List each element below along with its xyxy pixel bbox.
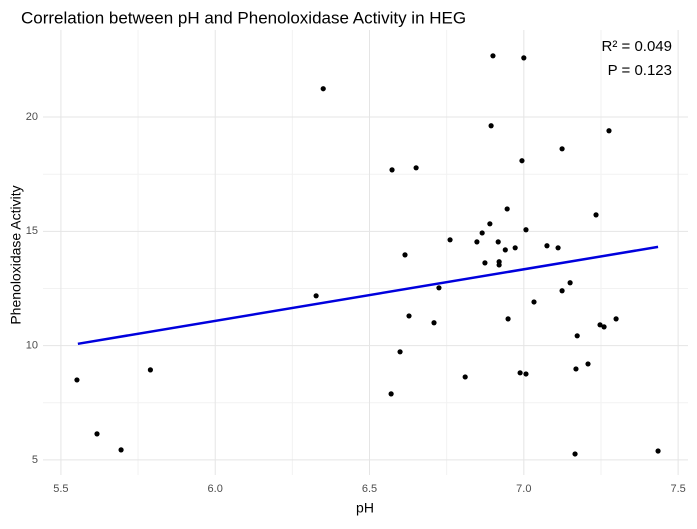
point <box>488 123 494 129</box>
point <box>389 167 395 173</box>
point <box>521 55 527 61</box>
point <box>523 227 529 233</box>
point <box>402 252 408 258</box>
point <box>601 324 607 330</box>
point <box>559 288 565 294</box>
point <box>496 262 502 268</box>
point <box>519 158 525 164</box>
point <box>585 361 591 367</box>
point <box>397 349 403 355</box>
point <box>118 447 124 453</box>
chart-title: Correlation between pH and Phenoloxidase… <box>21 8 466 27</box>
y-axis-label: Phenoloxidase Activity <box>8 185 24 324</box>
point <box>406 313 412 319</box>
point <box>597 322 603 328</box>
point <box>482 260 488 266</box>
x-tick-label: 7.0 <box>516 483 531 495</box>
point <box>517 370 523 376</box>
point <box>523 371 529 377</box>
point <box>512 245 518 251</box>
point <box>431 320 437 326</box>
point <box>531 299 537 305</box>
y-tick-label: 15 <box>26 225 38 237</box>
point <box>388 391 394 397</box>
point <box>94 431 100 437</box>
point <box>505 316 511 322</box>
annotation: R² = 0.049 <box>602 38 672 55</box>
point <box>544 243 550 249</box>
x-tick-label: 6.5 <box>362 483 377 495</box>
annotation: P = 0.123 <box>608 62 672 79</box>
point <box>447 237 453 243</box>
point <box>655 448 661 454</box>
point <box>567 280 573 286</box>
y-tick-label: 5 <box>32 454 38 466</box>
point <box>313 293 319 299</box>
point <box>462 374 468 380</box>
point <box>147 367 153 373</box>
point <box>502 247 508 253</box>
point <box>504 206 510 212</box>
point <box>572 451 578 457</box>
point <box>413 165 419 171</box>
x-tick-label: 6.0 <box>208 483 223 495</box>
point <box>487 221 493 227</box>
x-tick-label: 5.5 <box>53 483 68 495</box>
fit-line <box>77 245 659 346</box>
point <box>593 212 599 218</box>
point <box>495 239 501 245</box>
point <box>479 230 485 236</box>
point <box>474 239 480 245</box>
point <box>606 128 612 134</box>
point <box>573 366 579 372</box>
point <box>574 333 580 339</box>
point <box>436 285 442 291</box>
point <box>320 86 326 92</box>
y-tick-label: 20 <box>26 111 38 123</box>
point <box>613 316 619 322</box>
y-tick-label: 10 <box>26 340 38 352</box>
x-tick-label: 7.5 <box>670 483 685 495</box>
x-axis-label: pH <box>356 500 374 516</box>
point <box>559 146 565 152</box>
point <box>490 53 496 59</box>
point <box>555 245 561 251</box>
point <box>74 377 80 383</box>
